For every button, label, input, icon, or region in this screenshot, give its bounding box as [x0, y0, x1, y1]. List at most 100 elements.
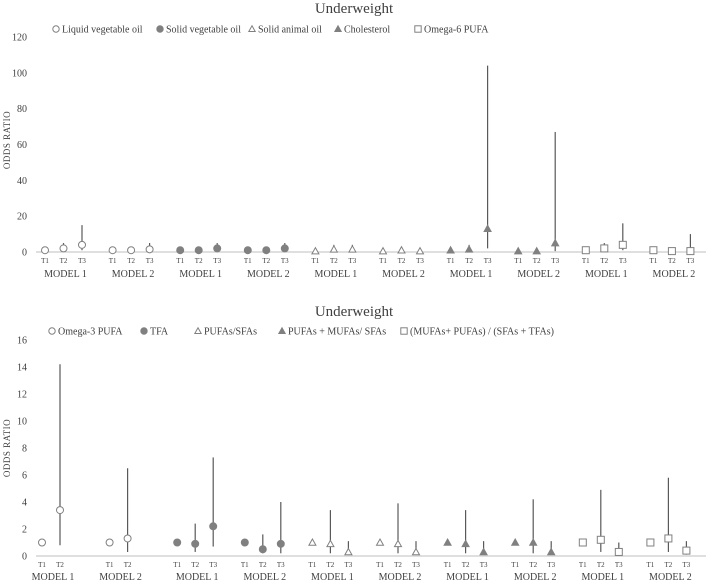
- legend-label: Solid animal oil: [258, 25, 322, 36]
- model-label: MODEL 1: [44, 269, 87, 280]
- tertile-label: T1: [647, 561, 655, 569]
- tertile-label: T1: [447, 257, 455, 265]
- tertile-label: T2: [462, 561, 470, 569]
- odds-ratio-point: [243, 246, 252, 255]
- odds-ratio-point: [483, 224, 492, 233]
- odds-ratio-point: [528, 537, 538, 546]
- y-tick-label: 4: [22, 498, 27, 509]
- tertile-label: T3: [683, 561, 691, 569]
- legend-label: PUFAs/SFAs: [204, 327, 257, 338]
- odds-ratio-point: [618, 240, 627, 249]
- legend-marker-circle-filled-icon: [156, 25, 164, 33]
- legend-label: Liquid vegetable oil: [62, 25, 143, 36]
- tertile-label: T3: [547, 561, 555, 569]
- y-tick-label: 6: [22, 471, 27, 482]
- model-label: MODEL 1: [585, 269, 628, 280]
- odds-ratio-point: [108, 246, 117, 255]
- tertile-label: T1: [309, 561, 317, 569]
- tertile-label: T3: [484, 257, 492, 265]
- legend-marker-circle-open-icon: [48, 327, 56, 335]
- tertile-label: T3: [480, 561, 488, 569]
- tertile-label: T3: [213, 257, 221, 265]
- legend-label: Omega-3 PUFA: [58, 327, 123, 338]
- odds-ratio-point: [56, 506, 64, 515]
- model-label: MODEL 2: [243, 572, 286, 582]
- tertile-label: T1: [511, 561, 519, 569]
- tertile-label: T1: [514, 257, 522, 265]
- tertile-label: T1: [106, 561, 114, 569]
- odds-ratio-point: [464, 244, 474, 253]
- y-axis-label: ODDS RATIO: [2, 419, 12, 477]
- odds-ratio-point: [173, 538, 182, 547]
- tertile-label: T2: [529, 561, 537, 569]
- y-tick-label: 40: [17, 176, 27, 187]
- legend-marker-square-open-icon: [400, 327, 408, 335]
- legend-marker-square-open-icon: [414, 25, 422, 33]
- odds-ratio-point: [415, 246, 425, 255]
- odds-ratio-point: [240, 538, 249, 547]
- odds-ratio-point: [682, 546, 691, 555]
- odds-ratio-point: [78, 240, 86, 249]
- tertile-label: T2: [665, 561, 673, 569]
- odds-ratio-point: [446, 245, 455, 254]
- odds-ratio-point: [443, 537, 452, 546]
- legend-label: Solid vegetable oil: [166, 25, 241, 36]
- odds-ratio-point: [258, 545, 267, 554]
- odds-ratio-point: [41, 246, 49, 255]
- odds-ratio-point: [191, 539, 200, 548]
- legend-label: Omega-6 PUFA: [424, 25, 489, 36]
- odds-ratio-point: [311, 246, 320, 255]
- tertile-label: T2: [330, 257, 338, 265]
- tertile-label: T3: [615, 561, 623, 569]
- model-label: MODEL 1: [450, 269, 493, 280]
- tertile-label: T1: [173, 561, 181, 569]
- model-label: MODEL 2: [514, 572, 557, 582]
- chart-panel-bottom: Underweight ODDS RATIO 0 2 4 6 8 10 12 14 16 Omeg…: [2, 304, 706, 583]
- odds-ratio-point: [127, 246, 136, 255]
- tertile-label: T3: [619, 257, 627, 265]
- model-label: MODEL 1: [179, 269, 222, 280]
- y-tick-label: 14: [17, 363, 27, 374]
- tertile-label: T1: [582, 257, 590, 265]
- tertile-label: T3: [416, 257, 424, 265]
- legend-label: PUFAs + MUFAs/ SFAs: [288, 327, 386, 338]
- odds-ratio-point: [513, 246, 523, 255]
- legend-marker-circle-open-icon: [52, 25, 60, 33]
- legend-marker-triangle-open-icon: [193, 326, 203, 335]
- odds-ratio-point: [479, 547, 488, 556]
- odds-ratio-point: [38, 538, 46, 547]
- odds-ratio-point: [209, 522, 218, 531]
- tertile-label: T2: [262, 257, 270, 265]
- model-label: MODEL 2: [653, 269, 696, 280]
- odds-ratio-point: [664, 534, 673, 543]
- model-label: MODEL 2: [99, 572, 142, 582]
- y-tick-label: 20: [17, 212, 27, 223]
- model-label: MODEL 2: [112, 269, 155, 280]
- y-tick-label: 100: [12, 68, 27, 79]
- odds-ratio-point: [596, 535, 605, 544]
- y-axis-label: ODDS RATIO: [2, 111, 12, 169]
- legend-label: TFA: [150, 327, 169, 338]
- chart-panel-top: Underweight ODDS RATIO 0 20 40 60 80 100 120 Li…: [2, 1, 706, 280]
- y-tick-label: 60: [17, 140, 27, 151]
- tertile-label: T3: [551, 257, 559, 265]
- y-tick-label: 2: [22, 525, 27, 536]
- tertile-label: T2: [195, 257, 203, 265]
- odds-ratio-point: [262, 246, 271, 255]
- tertile-label: T1: [579, 561, 587, 569]
- tertile-label: T1: [38, 561, 46, 569]
- odds-ratio-point: [600, 244, 609, 253]
- odds-ratio-point: [581, 246, 590, 255]
- tertile-label: T1: [41, 257, 49, 265]
- tertile-label: T2: [56, 561, 64, 569]
- legend-label: (MUFAs+ PUFAs) / (SFAs + TFAs): [410, 327, 554, 338]
- odds-ratio-point: [546, 547, 556, 556]
- tertile-label: T2: [394, 561, 402, 569]
- odds-ratio-point: [649, 246, 658, 255]
- legend-marker-triangle-open-icon: [247, 24, 257, 33]
- tertile-label: T2: [597, 561, 605, 569]
- tertile-label: T3: [687, 257, 695, 265]
- model-label: MODEL 1: [315, 269, 358, 280]
- odds-ratio-point: [397, 245, 406, 254]
